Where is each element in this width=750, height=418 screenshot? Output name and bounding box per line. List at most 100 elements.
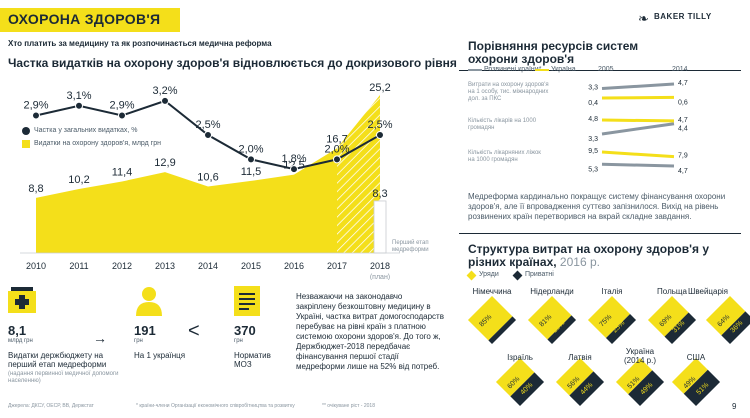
x-tick-label: 2012 — [112, 261, 132, 271]
title-bar — [0, 8, 180, 32]
country-diamond — [555, 357, 605, 407]
line-point — [75, 101, 83, 110]
private-share — [683, 369, 721, 407]
lion-logo-icon: ❧ — [638, 11, 649, 26]
slope-end-label: 4,7 — [678, 168, 688, 175]
slope-row-label: Кількість лікарняних ліжок на 1000 громад… — [468, 150, 541, 163]
fact-value-norm: 370 — [234, 323, 256, 338]
country-label: Італія — [601, 287, 622, 296]
footnote-oecd: * країни-члени Організації економічного … — [136, 403, 295, 409]
legend-gov-label: Уряди — [479, 271, 499, 278]
x-tick-label: 2015 — [241, 261, 261, 271]
private-share — [721, 311, 750, 345]
year-start-label: 2005 — [598, 66, 614, 73]
slope-line-ukraine — [601, 150, 675, 159]
x-tick-sublabel: (план) — [370, 274, 390, 280]
country-pies: 85% 15% Німеччина 81% 19% Нідерланди 75% 25% Іта… — [440, 282, 750, 412]
country-label: Польща — [657, 287, 687, 296]
area-data-label: 12,9 — [154, 157, 175, 169]
fact-label-per-person: На 1 українця — [134, 351, 186, 360]
slope-end-label: 4,7 — [678, 80, 688, 87]
country-diamond — [615, 357, 665, 407]
country-diamond — [647, 295, 697, 345]
line-point — [161, 96, 169, 105]
comparison-text: Медреформа кардинально покращує систему … — [468, 192, 726, 221]
legend-line-label: Частка у загальних видатках, % — [34, 127, 138, 134]
country-label: Нідерланди — [530, 287, 574, 296]
footnote-forecast: ** очікуване ріст - 2018 — [322, 403, 375, 409]
person-icon — [134, 286, 164, 316]
private-share — [488, 316, 517, 345]
slope-row-label: Витрати на охорону здоров'я на 1 особу, т… — [468, 82, 549, 102]
line-data-label: 3,1% — [66, 90, 91, 102]
pies-svg: 85%15%Німеччина81%19%Нідерланди75%25%Іта… — [467, 287, 750, 407]
slope-chart: Витрати на охорону здоров'я на 1 особу, т… — [468, 80, 688, 175]
gov-share — [467, 295, 513, 341]
area-data-label: 10,2 — [68, 174, 89, 186]
area-series — [36, 148, 337, 253]
page-number: 9 — [732, 402, 737, 411]
fact-label-norm: Норматив МОЗ — [234, 351, 271, 369]
main-chart-title: Частка видатків на охорону здоров'я відн… — [8, 56, 457, 70]
year-end-label: 2014 — [672, 66, 688, 73]
line-data-label: 2,9% — [23, 100, 48, 112]
gov-share — [705, 295, 746, 336]
main-chart: 8,38,810,211,412,910,611,512,516,725,22,… — [20, 82, 400, 280]
fact-unit-per-person: грн — [134, 338, 143, 344]
line-data-label: 2,5% — [195, 119, 220, 131]
x-tick-label: 2017 — [327, 261, 347, 271]
x-tick-label: 2016 — [284, 261, 304, 271]
gov-share — [587, 295, 631, 339]
slope-end-label: 7,9 — [678, 153, 688, 160]
slope-start-label: 0,4 — [588, 100, 598, 107]
private-share — [510, 372, 545, 407]
less-than-icon: < — [188, 320, 200, 342]
slope-start-label: 4,8 — [588, 116, 598, 123]
document-icon — [234, 286, 260, 316]
line-point — [118, 111, 126, 120]
line-point — [290, 165, 298, 174]
line-point — [247, 155, 255, 164]
country-label: Швейцарія — [688, 287, 728, 296]
slope-end-label: 4,7 — [678, 117, 688, 124]
country-diamond — [587, 295, 637, 345]
gov-share — [527, 295, 572, 340]
footnote-source: Джерела: ДКСУ, ОЕСР, ВВ, Держстат — [8, 403, 94, 409]
structure-title: Структура витрат на охорону здоров'я у р… — [468, 243, 738, 269]
area-data-label: 11,4 — [112, 167, 133, 179]
comparison-divider — [459, 70, 741, 71]
slope-line-developed — [601, 122, 675, 136]
country-diamond — [527, 295, 577, 345]
x-tick-label: 2013 — [155, 261, 175, 271]
line-data-label: 2,0% — [238, 143, 263, 155]
fact-unit-budget: млрд грн — [8, 338, 33, 344]
legend-line-marker — [22, 127, 30, 135]
legend-ukraine-label: Україна — [551, 66, 576, 73]
annotation-label: 8,3 — [372, 188, 387, 200]
arrow-right-icon: → — [93, 330, 107, 346]
area-data-label: 11,5 — [241, 166, 262, 178]
private-share — [605, 313, 637, 345]
country-label: Ізраїль — [507, 353, 533, 362]
x-tick-label: 2014 — [198, 261, 218, 271]
comparison-title: Порівняння ресурсів систем охорони здоро… — [468, 39, 639, 66]
slope-line-ukraine — [601, 95, 675, 100]
page-subtitle: Хто платить за медицину та як розпочинає… — [8, 39, 272, 48]
private-share — [628, 370, 665, 407]
annotation-text: Перший етап медреформи — [392, 240, 429, 253]
area-data-label: 8,8 — [28, 183, 43, 195]
area-series-forecast — [337, 95, 380, 253]
gov-share — [555, 357, 594, 396]
facts-text: Незважаючи на законодавчо закріплену без… — [296, 292, 444, 371]
gov-share — [647, 295, 689, 337]
gov-share — [615, 357, 653, 395]
slope-row-label: Кількість лікарів на 1000 громадян — [468, 118, 537, 131]
country-label: США — [687, 353, 706, 362]
line-point — [333, 155, 341, 164]
slope-line-ukraine — [601, 118, 675, 123]
slope-line-developed — [601, 162, 675, 168]
gov-share — [495, 357, 535, 397]
legend-private-marker — [512, 270, 523, 281]
fact-value-per-person: 191 — [134, 323, 156, 338]
x-tick-label: 2010 — [26, 261, 46, 271]
